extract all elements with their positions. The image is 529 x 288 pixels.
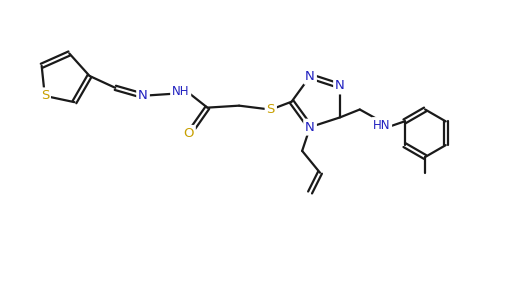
Text: N: N [305,70,315,83]
Text: N: N [138,89,148,102]
Text: N: N [305,121,315,134]
Text: NH: NH [172,85,189,98]
Text: S: S [41,89,49,102]
Text: O: O [184,127,194,140]
Text: S: S [267,103,275,116]
Text: HN: HN [373,119,390,132]
Text: N: N [335,79,345,92]
